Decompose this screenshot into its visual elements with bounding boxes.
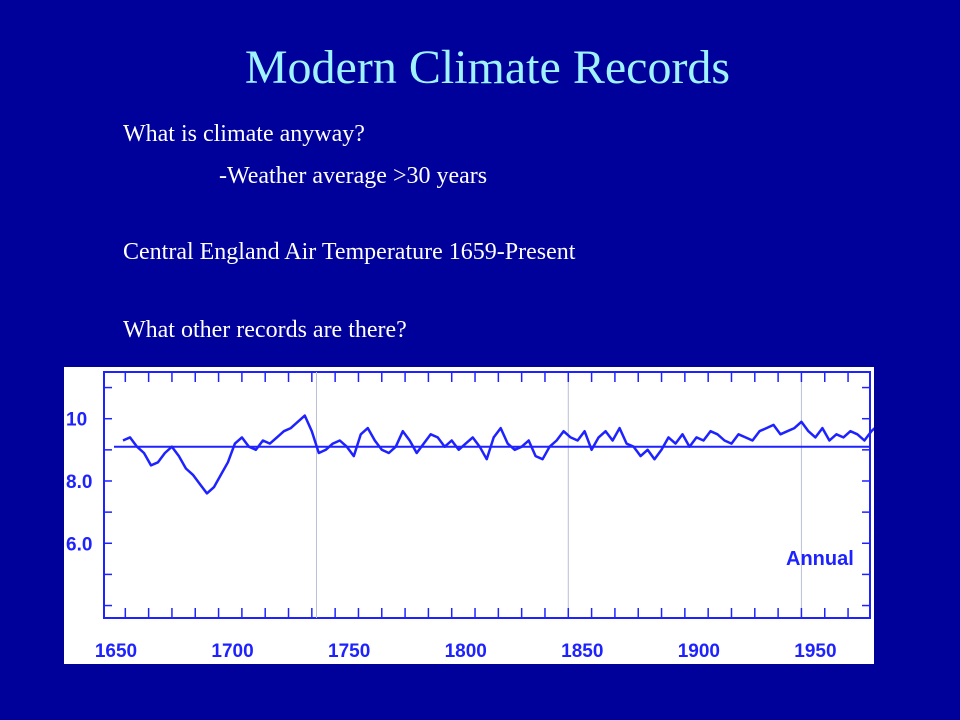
slide-title: Modern Climate Records xyxy=(244,41,731,94)
definition-line: -Weather average >30 years xyxy=(219,163,488,189)
x-tick-label: 1950 xyxy=(794,641,836,662)
y-tick-label: 6.0 xyxy=(66,534,92,555)
x-tick-label: 1650 xyxy=(95,641,137,662)
x-tick-label: 1700 xyxy=(211,641,253,662)
question-line: What is climate anyway? xyxy=(123,121,365,147)
chart-canvas: 10 8.0 6.0 1650 1700 1750 1800 1850 1900 1950 An… xyxy=(66,371,874,662)
y-tick-label: 8.0 xyxy=(66,472,92,493)
other-records-line: What other records are there? xyxy=(123,317,407,343)
series-line xyxy=(122,414,874,495)
y-tick-label: 10 xyxy=(66,410,87,431)
annual-annotation: Annual xyxy=(786,548,854,570)
record-line: Central England Air Temperature 1659-Pre… xyxy=(123,239,576,265)
x-tick-label: 1850 xyxy=(561,641,603,662)
x-tick-label: 1750 xyxy=(328,641,370,662)
x-tick-label: 1900 xyxy=(678,641,720,662)
plot-frame xyxy=(103,371,871,619)
x-tick-label: 1800 xyxy=(445,641,487,662)
temperature-chart: 10 8.0 6.0 1650 1700 1750 1800 1850 1900 1950 An… xyxy=(64,367,874,664)
